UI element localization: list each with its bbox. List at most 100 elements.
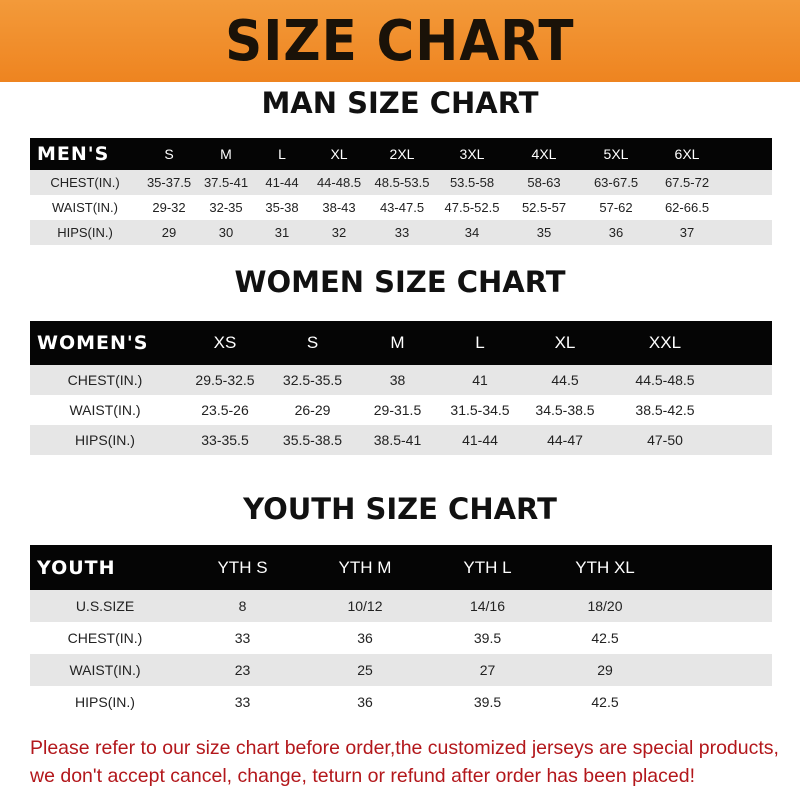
women-size-table: WOMEN'S XS S M L XL XXL CHEST(IN.) 29.5-32.5 32.5…: [30, 321, 772, 455]
size-header: 3XL: [459, 146, 485, 162]
row-label: CHEST(IN.): [50, 175, 120, 190]
table-cell: 35.5-38.5: [282, 432, 343, 448]
table-cell: 34: [464, 225, 480, 240]
size-header: 2XL: [389, 146, 415, 162]
table-cell: 52.5-57: [521, 200, 567, 215]
table-cell: 29-32: [152, 200, 186, 215]
table-cell: 41: [472, 372, 488, 388]
table-cell: 38.5-41: [373, 432, 422, 448]
table-cell: 23: [234, 662, 251, 678]
size-header: 4XL: [531, 146, 557, 162]
women-title: WOMEN SIZE CHART: [234, 265, 566, 299]
table-cell: 53.5-58: [449, 175, 495, 190]
size-header: YTH L: [463, 557, 512, 577]
table-cell: 44-48.5: [316, 175, 362, 190]
youth-header-label: YOUTH: [37, 556, 116, 579]
banner: SIZE CHART: [0, 0, 800, 82]
table-row: CHEST(IN.) 29.5-32.5 32.5-35.5 38 41 44.5 44.5…: [30, 365, 772, 395]
table-row: HIPS(IN.) 33-35.5 35.5-38.5 38.5-41 41-44 44-…: [30, 425, 772, 455]
notice-line-1: Please refer to our size chart before or…: [30, 737, 779, 759]
table-row: CHEST(IN.) 33 36 39.5 42.5: [30, 622, 772, 654]
table-cell: 48.5-53.5: [374, 175, 430, 190]
youth-title: YOUTH SIZE CHART: [243, 492, 557, 526]
table-cell: 36: [357, 630, 373, 646]
table-cell: 39.5: [473, 630, 502, 646]
table-cell: 18/20: [587, 598, 623, 614]
table-cell: 25: [357, 662, 373, 678]
table-cell: 8: [238, 598, 247, 614]
size-header: 6XL: [674, 146, 700, 162]
table-cell: 29.5-32.5: [195, 372, 255, 388]
table-cell: 44.5: [551, 372, 579, 388]
youth-header-row: YOUTH YTH S YTH M YTH L YTH XL: [30, 545, 772, 590]
table-cell: 42.5: [591, 630, 619, 646]
table-cell: 57-62: [599, 200, 633, 215]
row-label: HIPS(IN.): [75, 694, 135, 710]
table-cell: 31: [274, 225, 290, 240]
table-row: WAIST(IN.) 23 25 27 29: [30, 654, 772, 686]
table-cell: 41-44: [265, 175, 299, 190]
table-cell: 32-35: [209, 200, 243, 215]
table-row: WAIST(IN.) 29-32 32-35 35-38 38-43 43-47.5 47.…: [30, 195, 772, 220]
table-cell: 34.5-38.5: [535, 402, 595, 418]
men-title: MAN SIZE CHART: [261, 86, 539, 120]
table-cell: 44.5-48.5: [635, 372, 695, 388]
table-cell: 29: [597, 662, 613, 678]
table-cell: 38.5-42.5: [635, 402, 695, 418]
table-cell: 42.5: [591, 694, 619, 710]
table-cell: 27: [479, 662, 496, 678]
table-cell: 33-35.5: [201, 432, 249, 448]
row-label: WAIST(IN.): [69, 662, 141, 678]
youth-size-table: YOUTH YTH S YTH M YTH L YTH XL U.S.SIZE 8 10/12…: [30, 545, 772, 718]
table-row: WAIST(IN.) 23.5-26 26-29 29-31.5 31.5-34.5 34…: [30, 395, 772, 425]
women-header-label: WOMEN'S: [37, 332, 149, 354]
table-cell: 67.5-72: [664, 175, 710, 190]
row-label: WAIST(IN.): [52, 200, 118, 215]
men-header-label: MEN'S: [37, 143, 110, 165]
table-cell: 33: [394, 225, 410, 240]
size-header: L: [475, 333, 485, 352]
men-size-table: MEN'S S M L XL 2XL 3XL 4XL 5XL 6XL CHEST(IN.) 35-37…: [30, 138, 772, 245]
row-label: HIPS(IN.): [57, 225, 113, 240]
table-cell: 14/16: [469, 598, 506, 614]
table-cell: 47-50: [647, 432, 683, 448]
table-cell: 43-47.5: [379, 200, 425, 215]
notice-text: Please refer to our size chart before or…: [30, 734, 790, 790]
table-cell: 32: [331, 225, 347, 240]
banner-title: SIZE CHART: [225, 8, 575, 74]
table-cell: 23.5-26: [201, 402, 249, 418]
table-cell: 26-29: [294, 402, 331, 418]
table-cell: 37: [679, 225, 695, 240]
table-cell: 30: [218, 225, 234, 240]
table-cell: 29-31.5: [373, 402, 422, 418]
table-cell: 35-38: [265, 200, 299, 215]
table-cell: 36: [608, 225, 624, 240]
size-header: L: [278, 146, 286, 162]
size-header: M: [220, 146, 232, 162]
size-header: S: [164, 146, 174, 162]
table-cell: 35: [536, 225, 552, 240]
table-cell: 41-44: [462, 432, 498, 448]
table-cell: 44-47: [547, 432, 583, 448]
table-row: CHEST(IN.) 35-37.5 37.5-41 41-44 44-48.5 48.5…: [30, 170, 772, 195]
size-header: 5XL: [603, 146, 629, 162]
row-label: CHEST(IN.): [67, 372, 143, 388]
table-cell: 38-43: [322, 200, 356, 215]
table-cell: 58-63: [527, 175, 561, 190]
table-cell: 36: [357, 694, 373, 710]
size-header: YTH XL: [575, 557, 635, 577]
size-header: S: [306, 333, 319, 352]
women-header-row: WOMEN'S XS S M L XL XXL: [30, 321, 772, 365]
table-row: HIPS(IN.) 29 30 31 32 33 34 35 36 37: [30, 220, 772, 245]
men-header-row: MEN'S S M L XL 2XL 3XL 4XL 5XL 6XL: [30, 138, 772, 170]
size-header: XL: [330, 146, 348, 162]
notice-line-2: we don't accept cancel, change, teturn o…: [30, 765, 695, 787]
table-cell: 47.5-52.5: [444, 200, 500, 215]
row-label: WAIST(IN.): [69, 402, 141, 418]
table-cell: 63-67.5: [593, 175, 639, 190]
row-label: U.S.SIZE: [75, 598, 135, 614]
size-header: XL: [554, 333, 576, 352]
row-label: CHEST(IN.): [67, 630, 143, 646]
size-header: XS: [213, 333, 237, 352]
table-cell: 37.5-41: [203, 175, 249, 190]
